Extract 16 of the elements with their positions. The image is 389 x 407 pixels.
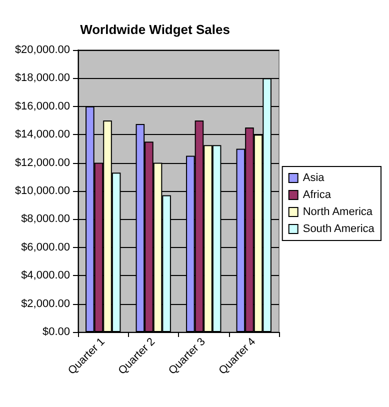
y-tick-label: $16,000.00 xyxy=(14,100,70,112)
y-tick-label: $10,000.00 xyxy=(14,185,70,197)
chart-title: Worldwide Widget Sales xyxy=(80,22,230,37)
y-tick-label: $20,000.00 xyxy=(14,44,70,56)
legend-label: Africa xyxy=(302,189,332,201)
y-tick-label: $6,000.00 xyxy=(21,241,70,254)
legend-label: Asia xyxy=(302,172,326,184)
y-tick-label: $2,000.00 xyxy=(21,298,70,310)
y-tick-label: $14,000.00 xyxy=(14,128,70,141)
y-tick-label: $8,000.00 xyxy=(21,213,70,226)
y-tick-label: $4,000.00 xyxy=(21,270,70,282)
y-tick-label: $18,000.00 xyxy=(14,72,70,84)
legend-label: North America xyxy=(302,206,374,218)
legend-label: South America xyxy=(302,223,376,235)
y-tick-label: $0.00 xyxy=(42,326,70,338)
y-tick-label: $12,000.00 xyxy=(14,156,70,169)
